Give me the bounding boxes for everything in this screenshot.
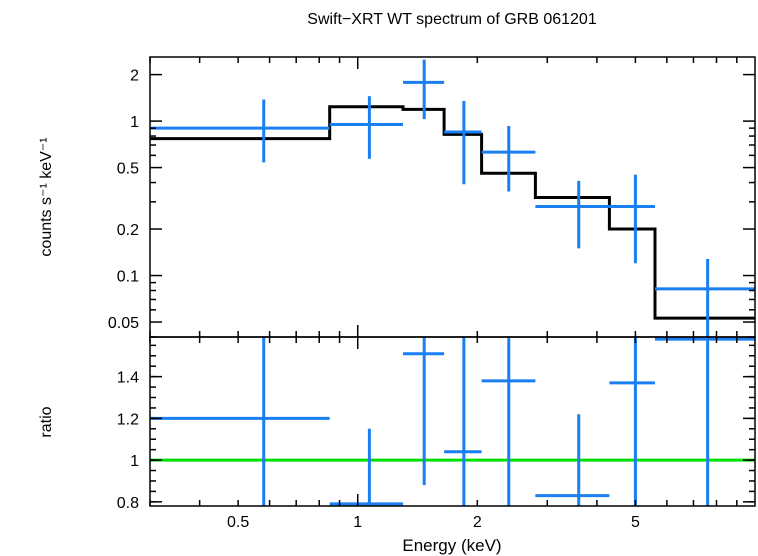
y-tick-label: 0.2 bbox=[117, 222, 139, 239]
spectrum-datapoint-5 bbox=[482, 126, 536, 192]
spectrum-panel bbox=[150, 60, 755, 337]
y-tick-label: 0.05 bbox=[108, 315, 139, 332]
x-tick-label: 1 bbox=[353, 514, 362, 531]
ratio-datapoint-3 bbox=[403, 337, 444, 485]
y-tick-label: 0.1 bbox=[117, 269, 139, 286]
model-step-line bbox=[150, 107, 755, 318]
y-ticks-ratio: 0.8 1 1.2 1.4 bbox=[117, 345, 755, 511]
ratio-tick-label: 1.4 bbox=[117, 370, 139, 387]
ratio-tick-label: 1 bbox=[130, 453, 139, 470]
ratio-tick-label: 1.2 bbox=[117, 411, 139, 428]
x-tick-label: 5 bbox=[631, 514, 640, 531]
spectrum-datapoint-1 bbox=[150, 99, 330, 162]
ratio-frame bbox=[150, 337, 755, 506]
y-tick-label: 1 bbox=[130, 114, 139, 131]
spectrum-frame bbox=[150, 57, 755, 337]
ratio-tick-label: 0.8 bbox=[117, 495, 139, 512]
x-tick-label: 2 bbox=[473, 514, 482, 531]
x-axis-label: Energy (keV) bbox=[402, 536, 501, 555]
y-axis-label: counts s⁻¹ keV⁻¹ bbox=[38, 137, 55, 256]
ratio-axis-label: ratio bbox=[38, 406, 55, 437]
ratio-panel bbox=[150, 337, 755, 506]
y-tick-label: 2 bbox=[130, 68, 139, 85]
ratio-datapoint-4 bbox=[444, 337, 481, 506]
ratio-datapoint-7 bbox=[609, 337, 655, 506]
spectrum-datapoint-4 bbox=[444, 101, 481, 184]
spectrum-datapoint-6 bbox=[535, 181, 609, 248]
ratio-datapoint-2 bbox=[330, 429, 403, 506]
spectrum-datapoint-7 bbox=[609, 175, 655, 264]
ratio-datapoint-1 bbox=[150, 337, 330, 506]
ratio-datapoint-5 bbox=[482, 337, 536, 506]
x-tick-label: 0.5 bbox=[227, 514, 249, 531]
chart-title: Swift−XRT WT spectrum of GRB 061201 bbox=[307, 11, 597, 28]
ratio-datapoint-8 bbox=[655, 337, 755, 506]
spectrum-chart: Swift−XRT WT spectrum of GRB 061201 0.5 1 2… bbox=[0, 0, 758, 556]
y-tick-label: 0.5 bbox=[117, 161, 139, 178]
spectrum-datapoint-8 bbox=[655, 259, 755, 337]
